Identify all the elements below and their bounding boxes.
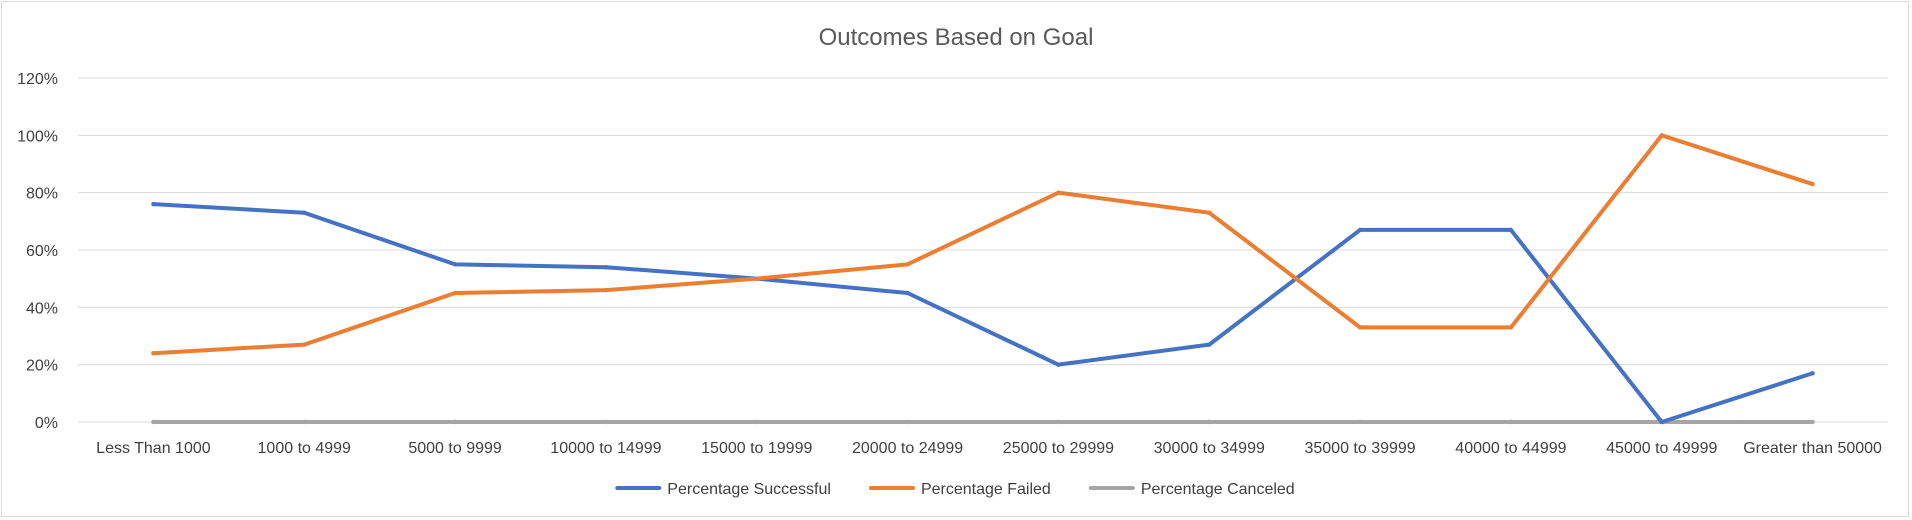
x-tick-label: Greater than 50000 xyxy=(1743,440,1882,457)
x-tick-label: 10000 to 14999 xyxy=(550,440,661,457)
data-point xyxy=(1508,419,1514,425)
data-point xyxy=(151,201,156,207)
x-tick-label: 30000 to 34999 xyxy=(1154,440,1265,457)
data-point xyxy=(1056,362,1061,367)
y-tick-label: 40% xyxy=(26,300,58,317)
data-point xyxy=(1810,181,1815,187)
series-lines xyxy=(151,133,1815,425)
data-point xyxy=(302,419,307,425)
data-point xyxy=(1207,419,1212,425)
data-point xyxy=(754,276,759,281)
data-point xyxy=(1056,190,1061,195)
legend-item: Percentage Failed xyxy=(868,481,1051,498)
data-point xyxy=(1207,210,1212,215)
data-point xyxy=(1810,419,1815,425)
data-point xyxy=(905,262,910,267)
x-tick-label: 20000 to 24999 xyxy=(852,440,963,457)
data-point xyxy=(1357,227,1363,233)
data-point xyxy=(905,290,910,296)
x-tick-label: 1000 to 4999 xyxy=(258,440,352,457)
legend: Percentage Successful Percentage Failed Pe… xyxy=(615,481,1295,498)
data-point xyxy=(452,290,458,296)
x-tick-label: 5000 to 9999 xyxy=(408,440,502,457)
data-point xyxy=(1508,227,1514,233)
data-point xyxy=(603,287,609,293)
x-tick-label: 15000 to 19999 xyxy=(701,440,812,457)
legend-item: Percentage Successful xyxy=(615,481,831,498)
x-tick-label: 40000 to 44999 xyxy=(1455,440,1566,457)
data-point xyxy=(452,262,458,267)
data-point xyxy=(302,342,307,347)
legend-label: Percentage Failed xyxy=(921,481,1051,498)
data-point xyxy=(1810,371,1815,376)
data-point xyxy=(1659,419,1664,425)
y-axis-ticks: 0% 20% 40% 60% 80% 100% 120% xyxy=(17,71,58,432)
data-point xyxy=(151,351,156,356)
chart-title: Outcomes Based on Goal xyxy=(819,24,1094,51)
x-tick-label: 35000 to 39999 xyxy=(1304,440,1415,457)
data-point xyxy=(603,265,609,270)
data-point xyxy=(1659,133,1664,138)
series-line xyxy=(151,133,1815,356)
gridlines xyxy=(78,77,1888,423)
y-tick-label: 120% xyxy=(17,71,58,88)
series-line xyxy=(151,202,1815,424)
y-tick-label: 60% xyxy=(26,243,58,260)
data-point xyxy=(603,419,609,425)
y-tick-label: 80% xyxy=(26,186,58,203)
data-point xyxy=(1207,342,1212,347)
x-axis-ticks: Less Than 1000 1000 to 4999 5000 to 9999 10… xyxy=(96,440,1882,457)
legend-label: Percentage Canceled xyxy=(1141,481,1295,498)
y-tick-label: 0% xyxy=(35,415,58,432)
x-tick-label: Less Than 1000 xyxy=(96,440,211,457)
legend-label: Percentage Successful xyxy=(667,481,831,498)
data-point xyxy=(302,210,307,215)
data-point xyxy=(754,419,759,425)
data-point xyxy=(1508,325,1514,330)
data-point xyxy=(1056,419,1061,425)
y-tick-label: 100% xyxy=(17,128,58,145)
x-tick-label: 25000 to 29999 xyxy=(1003,440,1114,457)
data-point xyxy=(1357,325,1363,330)
data-point xyxy=(151,419,156,425)
legend-item: Percentage Canceled xyxy=(1088,481,1295,498)
data-point xyxy=(905,419,910,425)
data-point xyxy=(1357,419,1363,425)
x-tick-label: 45000 to 49999 xyxy=(1606,440,1717,457)
y-tick-label: 20% xyxy=(26,358,58,375)
data-point xyxy=(452,419,458,425)
